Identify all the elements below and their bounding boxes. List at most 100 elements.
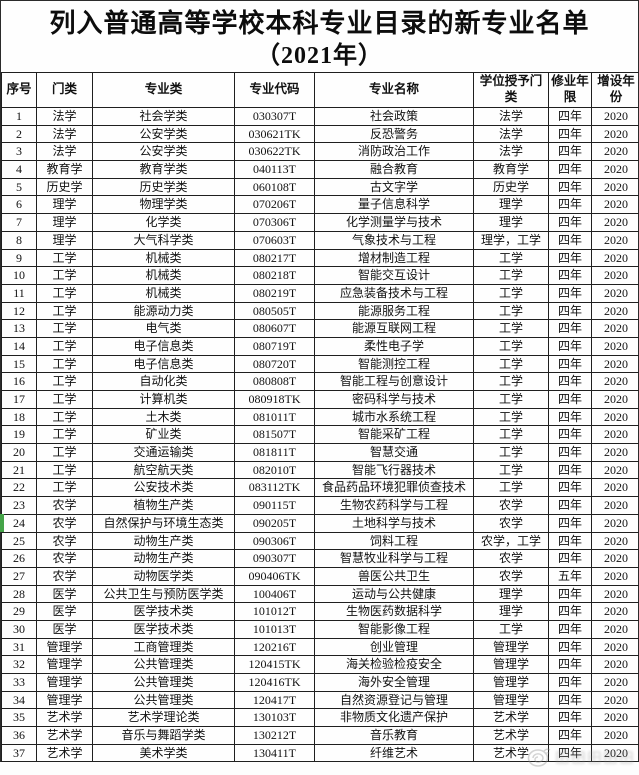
cell-index: 10: [1, 266, 37, 285]
table-row: 32 管理学 公共管理类 120415TK 海关检验检疫安全 管理学 四年 2020: [1, 655, 639, 674]
cell-degree-category: 工学: [473, 336, 549, 356]
cell-major-class: 历史学类: [92, 177, 235, 197]
cell-major-name: 智慧交通: [314, 443, 474, 462]
cell-year-added: 2020: [591, 690, 639, 710]
cell-major-name: 非物质文化遗产保护: [314, 708, 474, 728]
cell-major-code: 101012T: [234, 602, 315, 621]
cell-category: 医学: [36, 602, 93, 621]
cell-major-name: 音乐教育: [314, 726, 474, 745]
cell-year-added: 2020: [591, 283, 639, 303]
cell-duration: 四年: [548, 460, 592, 480]
cell-major-code: 081507T: [234, 425, 315, 445]
cell-category: 工学: [36, 283, 93, 303]
cell-major-code: 130103T: [234, 708, 315, 728]
table-row: 36 艺术学 音乐与舞蹈学类 130212T 音乐教育 艺术学 四年 2020: [1, 726, 639, 745]
cell-degree-category: 管理学: [473, 690, 549, 710]
cell-major-class: 自动化类: [92, 372, 235, 391]
cell-major-code: 090115T: [234, 496, 315, 515]
cell-duration: 四年: [548, 496, 592, 515]
cell-degree-category: 农学: [473, 513, 549, 533]
cell-category: 工学: [36, 478, 93, 498]
cell-duration: 四年: [548, 425, 592, 445]
cell-index: 13: [1, 319, 37, 338]
cell-major-code: 060108T: [234, 177, 315, 197]
cell-degree-category: 管理学: [473, 673, 549, 692]
cell-year-added: 2020: [591, 354, 639, 374]
table-row: 27 农学 动物医学类 090406TK 兽医公共卫生 农学 五年 2020: [1, 566, 639, 586]
cell-major-class: 自然保护与环境生态类: [92, 513, 235, 533]
table-row: 26 农学 动物生产类 090307T 智慧牧业科学与工程 农学 四年 2020: [1, 549, 639, 568]
cell-major-code: 090306T: [234, 531, 315, 551]
cell-degree-category: 工学: [473, 266, 549, 285]
cell-major-class: 机械类: [92, 248, 235, 268]
cell-year-added: 2020: [591, 549, 639, 568]
cell-year-added: 2020: [591, 619, 639, 639]
cell-index: 37: [1, 743, 37, 763]
cell-year-added: 2020: [591, 460, 639, 480]
table-row: 6 理学 物理学类 070206T 量子信息科学 理学 四年 2020: [1, 195, 639, 215]
cell-duration: 四年: [548, 283, 592, 303]
header-category: 门类: [36, 72, 93, 108]
cell-degree-category: 工学: [473, 390, 549, 409]
cell-major-class: 电气类: [92, 319, 235, 338]
cell-duration: 四年: [548, 673, 592, 692]
cell-degree-category: 理学: [473, 602, 549, 621]
cell-category: 工学: [36, 319, 93, 338]
cell-category: 艺术学: [36, 708, 93, 728]
cell-year-added: 2020: [591, 743, 639, 763]
table-row: 25 农学 动物生产类 090306T 饲料工程 农学，工学 四年 2020: [1, 531, 639, 551]
cell-degree-category: 理学: [473, 213, 549, 232]
cell-year-added: 2020: [591, 708, 639, 728]
cell-degree-category: 理学: [473, 584, 549, 604]
cell-major-name: 智能工程与创意设计: [314, 372, 474, 391]
cell-duration: 四年: [548, 407, 592, 427]
cell-degree-category: 历史学: [473, 177, 549, 197]
cell-index: 2: [1, 124, 37, 144]
cell-category: 工学: [36, 460, 93, 480]
cell-degree-category: 教育学: [473, 160, 549, 179]
cell-category: 工学: [36, 425, 93, 445]
cell-major-code: 080217T: [234, 248, 315, 268]
cell-category: 农学: [36, 513, 93, 533]
cell-duration: 四年: [548, 142, 592, 162]
table-row: 34 管理学 公共管理类 120417T 自然资源登记与管理 管理学 四年 2020: [1, 690, 639, 710]
table-row: 15 工学 电子信息类 080720T 智能测控工程 工学 四年 2020: [1, 354, 639, 374]
cell-major-name: 饲料工程: [314, 531, 474, 551]
cell-category: 医学: [36, 619, 93, 639]
cell-index: 22: [1, 478, 37, 498]
cell-degree-category: 农学: [473, 566, 549, 586]
cell-category: 法学: [36, 142, 93, 162]
cell-index: 24: [1, 513, 37, 533]
cell-year-added: 2020: [591, 513, 639, 533]
cell-major-name: 智能采矿工程: [314, 425, 474, 445]
cell-major-name: 化学测量学与技术: [314, 213, 474, 232]
cell-major-class: 机械类: [92, 266, 235, 285]
cell-category: 农学: [36, 531, 93, 551]
cell-major-name: 自然资源登记与管理: [314, 690, 474, 710]
cell-degree-category: 工学: [473, 619, 549, 639]
cell-duration: 四年: [548, 266, 592, 285]
cell-major-name: 海外安全管理: [314, 673, 474, 692]
cell-major-code: 120415TK: [234, 655, 315, 674]
table-row: 17 工学 计算机类 080918TK 密码科学与技术 工学 四年 2020: [1, 390, 639, 409]
cell-major-class: 公安技术类: [92, 478, 235, 498]
cell-duration: 四年: [548, 584, 592, 604]
cell-major-name: 食品药品环境犯罪侦查技术: [314, 478, 474, 498]
cell-major-name: 应急装备技术与工程: [314, 283, 474, 303]
cell-major-name: 生物农药科学与工程: [314, 496, 474, 515]
cell-major-name: 融合教育: [314, 160, 474, 179]
cell-major-name: 消防政治工作: [314, 142, 474, 162]
cell-index: 6: [1, 195, 37, 215]
cell-year-added: 2020: [591, 726, 639, 745]
cell-major-name: 纤维艺术: [314, 743, 474, 763]
cell-major-class: 大气科学类: [92, 230, 235, 250]
cell-index: 27: [1, 566, 37, 586]
cell-year-added: 2020: [591, 336, 639, 356]
header-duration: 修业年限: [548, 72, 592, 108]
cell-duration: 四年: [548, 336, 592, 356]
cell-major-name: 反恐警务: [314, 124, 474, 144]
table-row: 31 管理学 工商管理类 120216T 创业管理 管理学 四年 2020: [1, 637, 639, 657]
cell-major-code: 081011T: [234, 407, 315, 427]
cell-year-added: 2020: [591, 124, 639, 144]
cell-category: 理学: [36, 213, 93, 232]
